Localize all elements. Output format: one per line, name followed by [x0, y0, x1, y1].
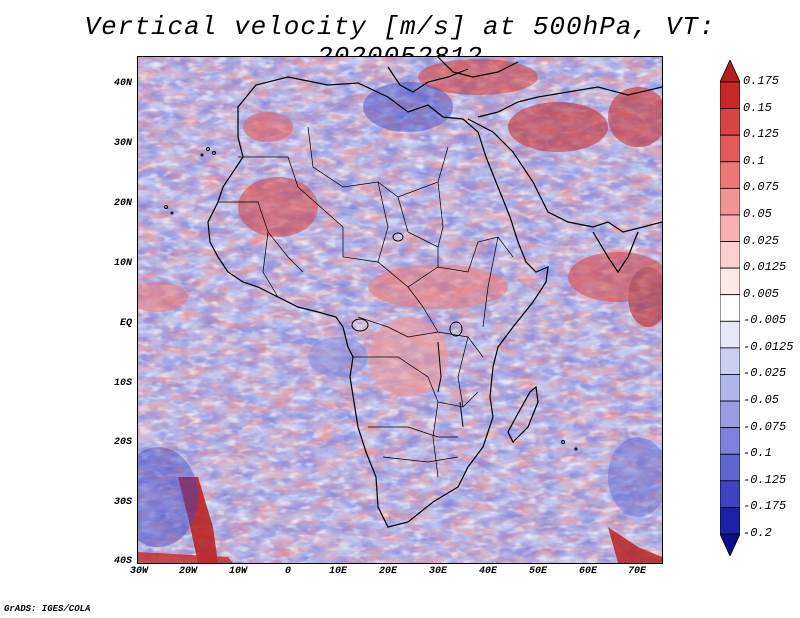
- colorbar-level-label: 0.125: [743, 127, 780, 142]
- lon-label-60e: 60E: [578, 566, 597, 577]
- islands: [164, 147, 578, 451]
- lon-label-40e: 40E: [478, 566, 497, 577]
- colorbar-level-label: 0.05: [743, 206, 772, 221]
- colorbar-level-label: 0.0125: [743, 260, 787, 275]
- colorbar-box: [720, 241, 740, 269]
- lat-label-eq: EQ: [119, 318, 132, 329]
- colorbar-box: [720, 81, 740, 109]
- lon-label-30w: 30W: [129, 566, 148, 577]
- lon-label-10w: 10W: [228, 566, 247, 577]
- colorbar-level-label: 0.075: [743, 180, 780, 195]
- colorbar-bottom-arrow: [720, 533, 740, 556]
- lat-label-30n: 30N: [113, 138, 132, 149]
- lon-label-20w: 20W: [178, 566, 197, 577]
- colorbar-box: [720, 267, 740, 296]
- colorbar-level-label: -0.025: [743, 366, 787, 381]
- lat-label-30s: 30S: [113, 497, 132, 508]
- coastlines: [207, 57, 662, 528]
- colorbar-box: [720, 320, 740, 349]
- colorbar-box: [720, 374, 740, 402]
- colorbar-level-label: -0.125: [743, 472, 787, 487]
- lat-label-40s: 40S: [113, 556, 132, 567]
- colorbar-box: [720, 134, 740, 163]
- colorbar-level-label: -0.05: [743, 393, 780, 408]
- colorbar-level-label: 0.15: [743, 100, 772, 115]
- colorbar-box: [720, 507, 740, 535]
- strong-descent-patches: [138, 82, 662, 547]
- lon-label-50e: 50E: [528, 566, 547, 577]
- colorbar-box: [720, 427, 740, 455]
- ascent-band-southwest: [138, 552, 233, 563]
- colorbar-box: [720, 453, 740, 482]
- colorbar-level-label: -0.2: [743, 526, 772, 540]
- colorbar-level-label: -0.0125: [743, 339, 794, 354]
- colorbar-level-label: 0.005: [743, 286, 780, 301]
- ascent-band-southeast: [608, 527, 662, 563]
- colorbar-box: [720, 161, 740, 189]
- lat-label-20n: 20N: [113, 198, 132, 209]
- lat-label-10n: 10N: [113, 258, 132, 269]
- velocity-field-map: [138, 57, 662, 563]
- colorbar-level-label: -0.175: [743, 499, 787, 514]
- grads-credit: GrADS: IGES/COLA: [4, 604, 91, 614]
- colorbar-box: [720, 187, 740, 216]
- lat-label-20s: 20S: [113, 437, 132, 448]
- colorbar-top-arrow: [720, 60, 740, 83]
- colorbar-box: [720, 214, 740, 242]
- lon-label-10e: 10E: [328, 566, 347, 577]
- map-panel[interactable]: [137, 56, 663, 564]
- colorbar-box: [720, 347, 740, 375]
- colorbar-level-label: -0.1: [743, 446, 772, 461]
- lakes: [351, 232, 464, 428]
- colorbar-box: [720, 108, 740, 136]
- colorbar-box: [720, 294, 740, 322]
- colorbar-box: [720, 480, 740, 508]
- lat-label-10s: 10S: [113, 378, 132, 389]
- lat-label-40n: 40N: [113, 78, 132, 89]
- lon-label-0: 0: [284, 566, 291, 577]
- lon-label-30e: 30E: [428, 566, 447, 577]
- colorbar-level-label: -0.075: [743, 419, 787, 434]
- colorbar-level-label: 0.025: [743, 233, 780, 248]
- colorbar-level-label: 0.1: [743, 153, 765, 168]
- lon-label-20e: 20E: [378, 566, 397, 577]
- colorbar: [720, 60, 740, 556]
- colorbar-level-label: 0.175: [743, 74, 780, 88]
- colorbar-box: [720, 400, 740, 429]
- lon-label-70e: 70E: [627, 566, 646, 577]
- strong-ascent-patches: [138, 59, 662, 397]
- ascent-band-south-atlantic: [178, 477, 218, 563]
- country-borders: [218, 126, 514, 478]
- colorbar-level-label: -0.005: [743, 313, 787, 328]
